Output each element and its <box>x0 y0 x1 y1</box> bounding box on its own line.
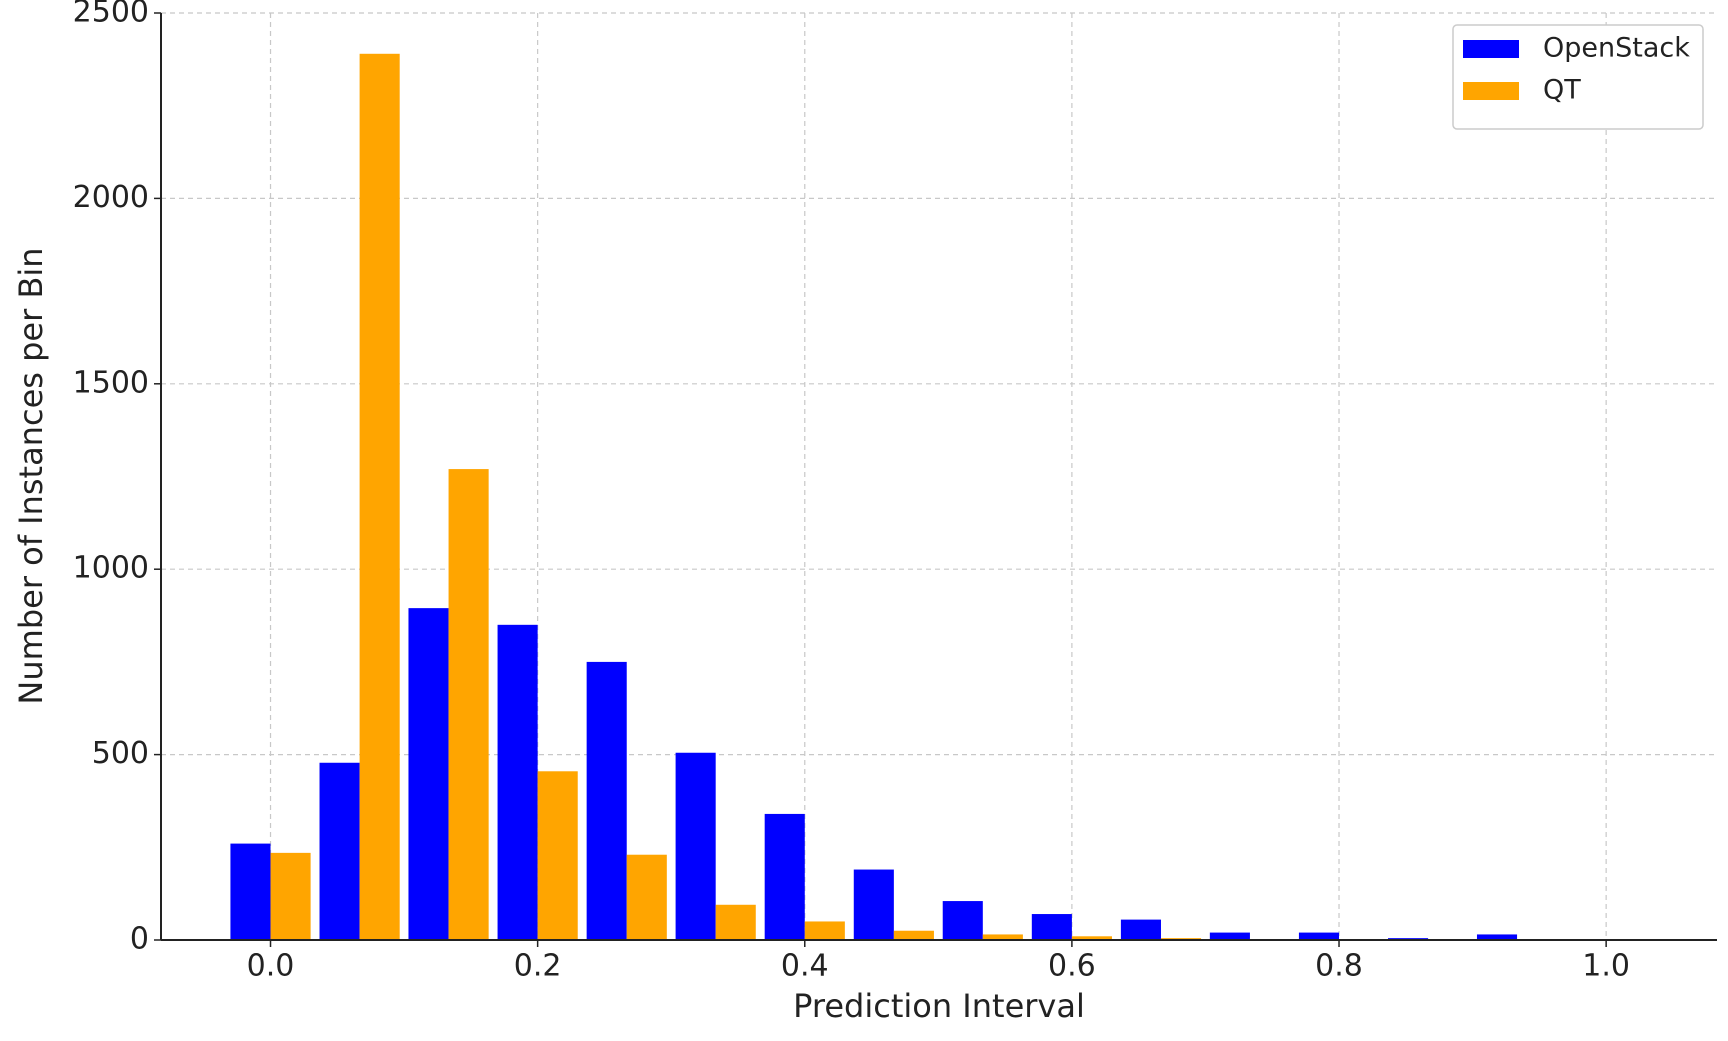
bar <box>497 624 538 940</box>
y-tick-label: 1000 <box>73 551 149 586</box>
bar <box>359 53 400 940</box>
legend-swatch <box>1463 40 1519 58</box>
y-tick-label: 2000 <box>73 180 149 215</box>
bar <box>626 854 667 940</box>
y-axis-label: Number of Instances per Bin <box>12 247 50 704</box>
bar <box>1298 932 1340 940</box>
legend-label: QT <box>1543 75 1581 106</box>
bar <box>715 904 756 940</box>
bar <box>1209 932 1250 940</box>
bar <box>230 843 271 940</box>
bar <box>675 752 716 940</box>
y-tick-label: 500 <box>92 736 149 771</box>
x-tick-label: 0.8 <box>1315 949 1363 984</box>
bar <box>942 901 983 940</box>
bar <box>1476 934 1518 940</box>
legend-swatch <box>1463 82 1519 100</box>
bar <box>853 869 894 940</box>
bar <box>408 608 449 940</box>
bar <box>1031 914 1072 940</box>
x-tick-label: 0.4 <box>781 949 829 984</box>
bar <box>537 771 578 940</box>
bar <box>893 930 934 940</box>
bar <box>764 813 805 940</box>
bar <box>804 921 845 940</box>
bar <box>982 934 1023 940</box>
bar <box>319 762 360 940</box>
bar <box>270 852 311 940</box>
y-tick-label: 0 <box>130 922 149 957</box>
x-tick-label: 0.0 <box>247 949 295 984</box>
bar <box>1071 936 1112 940</box>
bar <box>448 469 489 940</box>
legend: OpenStack QT <box>1452 24 1704 130</box>
x-tick-label: 0.2 <box>514 949 562 984</box>
y-tick-label: 1500 <box>73 365 149 400</box>
x-tick-label: 1.0 <box>1582 949 1630 984</box>
x-axis-label: Prediction Interval <box>793 987 1085 1025</box>
x-tick-label: 0.6 <box>1048 949 1096 984</box>
y-tick-label: 2500 <box>73 0 149 30</box>
bar <box>1120 919 1161 940</box>
legend-label: OpenStack <box>1543 33 1690 64</box>
bar <box>586 661 627 940</box>
